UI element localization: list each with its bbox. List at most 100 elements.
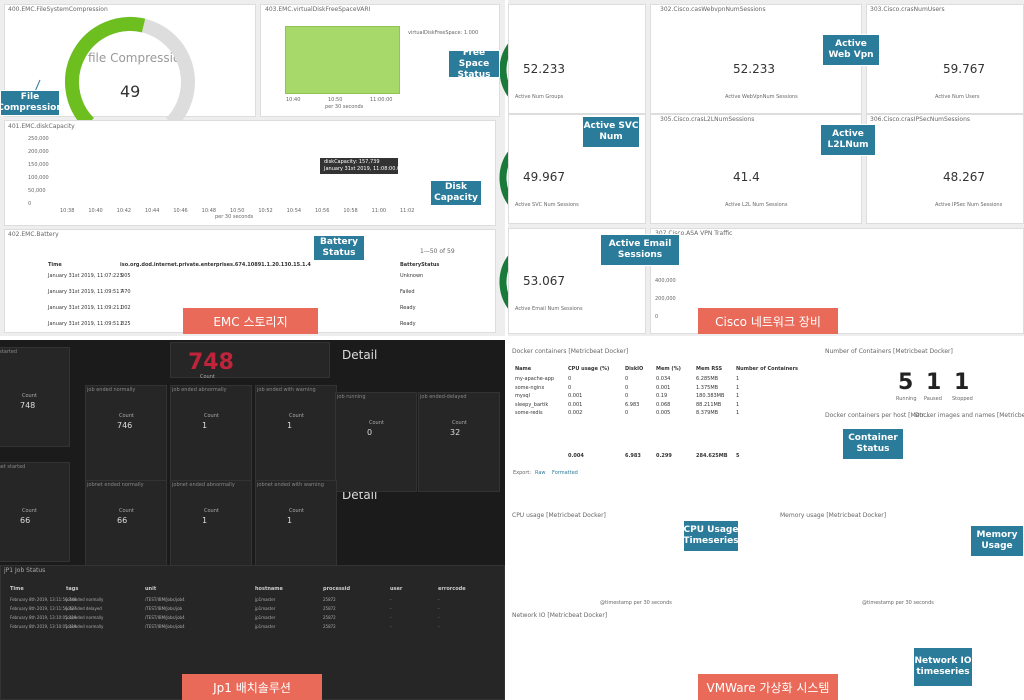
table-cell: jobended normally	[66, 624, 104, 629]
table-cell: 5	[736, 453, 740, 459]
column-header: iso.org.dod.internet.private.enterprises…	[120, 262, 311, 268]
table-cell: some-nginx	[515, 384, 545, 391]
table-cell: 88.211MB	[696, 401, 722, 408]
table-cell: 8.379MB	[696, 410, 719, 416]
table-cell: -	[438, 624, 440, 629]
count-value: 1	[202, 516, 208, 525]
table-cell: my-apache-app	[515, 376, 555, 382]
table-cell: 0	[625, 376, 629, 382]
free-space-area	[285, 26, 400, 94]
table-cell: 1	[736, 376, 740, 382]
export-link: Raw	[535, 470, 546, 476]
table-cell: Ready	[400, 321, 416, 327]
panel-title: Number of Containers [Metricbeat Docker]	[825, 348, 953, 355]
table-cell: 7	[120, 289, 124, 295]
count-value: 66	[117, 516, 128, 525]
y-tick-label: 0	[28, 201, 32, 207]
table-cell: jp1master	[255, 624, 276, 629]
table-cell: 0.001	[568, 393, 583, 399]
table-cell: jobended delayed	[66, 606, 102, 611]
count-label: Count	[289, 508, 304, 514]
axis-label: per 30 seconds	[325, 104, 364, 110]
gauge-label: Active SVC Num Sessions	[515, 202, 579, 208]
table-cell: 5	[120, 273, 124, 279]
count-label: Count	[452, 420, 467, 426]
column-header: processid	[323, 586, 351, 592]
section-label: EMC 스토리지	[183, 308, 318, 334]
panel-title: Docker containers [Metricbeat Docker]	[512, 348, 629, 355]
axis-label: @timestamp per 30 seconds	[600, 600, 672, 606]
table-cell: 1	[120, 321, 124, 327]
table-cell: 0	[625, 393, 629, 399]
panel-title: 305.Cisco.crasL2LNumSessions	[660, 116, 755, 123]
tooltip-text: diskCapacity: 157,739	[324, 159, 380, 165]
table-cell: sleepy_bartik	[515, 401, 549, 408]
count-label: Count	[119, 413, 134, 419]
count-value: 1	[287, 516, 293, 525]
table-cell: Failed	[400, 289, 415, 295]
table-cell: 0	[625, 384, 629, 391]
table-cell: 0.19	[656, 393, 668, 399]
table-cell: 1	[736, 410, 740, 416]
panel-title: job ended-delayed	[420, 394, 467, 400]
x-tick-label: 10:52	[258, 208, 273, 214]
y-tick-label: 250,000	[28, 136, 49, 142]
export-link: Formatted	[552, 470, 578, 476]
x-tick-label: 10:56	[315, 208, 330, 214]
gauge-value: 41.4	[733, 170, 760, 184]
section-label: Jp1 배치솔루션	[182, 674, 322, 700]
table-cell: 284.625MB	[696, 453, 728, 459]
table-cell: jp1master	[255, 615, 276, 620]
panel-title: 307.Cisco.ASA VPN Traffic	[655, 230, 733, 237]
y-tick-label: 100,000	[28, 175, 49, 181]
column-header: Time	[48, 262, 62, 268]
x-tick-label: 10:38	[60, 208, 75, 214]
column-header: CPU usage (%)	[568, 366, 610, 372]
panel	[866, 4, 1024, 114]
panel-title: job ended with warning	[257, 387, 316, 393]
column-header: DiskIO	[625, 366, 644, 372]
panel	[4, 120, 496, 226]
callout: Battery Status	[313, 235, 365, 261]
y-tick-label: 400,000	[655, 277, 676, 284]
vmware-area	[505, 340, 1024, 700]
panel	[866, 114, 1024, 224]
pager: 1—50 of 59	[420, 248, 455, 255]
gauge-label: file Compression	[88, 51, 188, 65]
table-cell: January 31st 2019, 11:09:51.825	[48, 321, 131, 327]
x-tick-label: 10:50	[230, 208, 245, 214]
panel-title: job ended abnormally	[172, 387, 227, 393]
table-cell: 1	[736, 393, 740, 399]
callout: Disk Capacity	[430, 180, 482, 206]
table-cell: Unknown	[400, 273, 424, 279]
count-label: Count	[204, 413, 219, 419]
y-tick-label: 200,000	[655, 295, 676, 302]
panel-title: Network IO [Metricbeat Docker]	[512, 612, 608, 619]
panel-title: job started	[0, 349, 18, 355]
gauge-value: 53.067	[523, 274, 565, 288]
y-tick-label: 200,000	[28, 149, 49, 155]
gauge-value: 48.267	[943, 170, 985, 184]
panel-title: jobnet ended normally	[87, 482, 144, 488]
gauge-label: Active Email Num Sessions	[515, 306, 583, 312]
callout: CPU Usage Timeseries	[683, 520, 739, 552]
callout: Network IO timeseries	[913, 647, 973, 687]
gauge-value: 49	[120, 82, 141, 101]
table-cell: jobended normally	[66, 615, 104, 620]
table-cell: 25872	[323, 615, 336, 620]
gauge-label: Active Num Groups	[515, 94, 564, 100]
count-value: 66	[20, 516, 31, 525]
gauge-label: Active WebVpnNum Sessions	[725, 94, 798, 100]
table-cell: /TEST/IBM/Jobs/job4	[145, 615, 185, 620]
table-cell: January 31st 2019, 11:07:22.005	[48, 273, 131, 279]
panel-title: CPU usage [Metricbeat Docker]	[512, 512, 606, 519]
table-cell: 0.068	[656, 401, 671, 408]
table-cell: 0.299	[656, 453, 672, 459]
table-cell: mysql	[515, 393, 530, 399]
table-cell: 0.034	[656, 376, 671, 382]
x-tick-label: 10:40	[286, 97, 301, 103]
column-header: errorcode	[438, 586, 466, 592]
callout: Free Space Status	[448, 48, 500, 80]
count-label: Count	[204, 508, 219, 514]
table-cell: 6.983	[625, 453, 641, 459]
